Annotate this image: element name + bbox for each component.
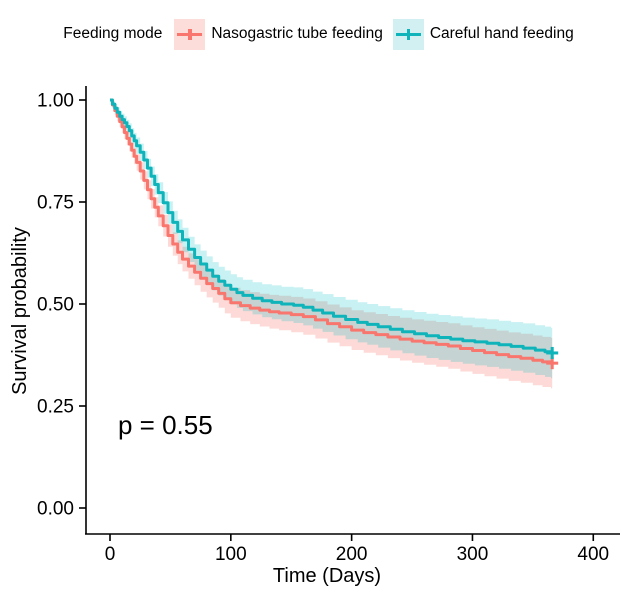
y-tick-label: 0.75 <box>37 193 74 214</box>
ci-band-nasogastric <box>110 100 553 389</box>
legend: Feeding mode Nasogastric tube feeding Ca… <box>0 12 637 56</box>
km-curve-careful-hand <box>110 98 553 355</box>
y-tick-label: 0.50 <box>37 295 74 316</box>
km-curve-nasogastric <box>110 98 553 365</box>
x-tick-label: 100 <box>215 544 247 565</box>
p-value-annotation: p = 0.55 <box>118 410 213 440</box>
survival-curves <box>110 98 553 365</box>
legend-label-careful-hand: Careful hand feeding <box>429 25 574 42</box>
censor-plus-icon-careful-hand <box>546 346 559 359</box>
y-axis-title: Survival probability <box>9 227 31 395</box>
y-tick-label: 0.25 <box>37 397 74 418</box>
x-axis-ticks: 0 100 200 300 400 <box>105 534 609 565</box>
km-key-icon-careful-hand <box>392 18 424 50</box>
legend-title: Feeding mode <box>63 25 163 42</box>
legend-item-careful-hand: Careful hand feeding <box>392 18 574 50</box>
x-tick-label: 200 <box>336 544 368 565</box>
km-key-icon-nasogastric <box>174 18 206 50</box>
censor-plus-icon-nasogastric <box>546 357 559 370</box>
y-axis-ticks: 1.00 0.75 0.50 0.25 0.00 <box>37 91 86 520</box>
y-tick-label: 0.00 <box>37 499 74 520</box>
legend-item-nasogastric: Nasogastric tube feeding <box>174 18 383 50</box>
y-tick-label: 1.00 <box>37 91 74 112</box>
x-tick-label: 0 <box>105 544 116 565</box>
legend-label-nasogastric: Nasogastric tube feeding <box>211 25 383 42</box>
x-tick-label: 300 <box>457 544 489 565</box>
censor-marks <box>546 346 559 370</box>
x-axis-title: Time (Days) <box>273 565 381 587</box>
x-tick-label: 400 <box>577 544 609 565</box>
